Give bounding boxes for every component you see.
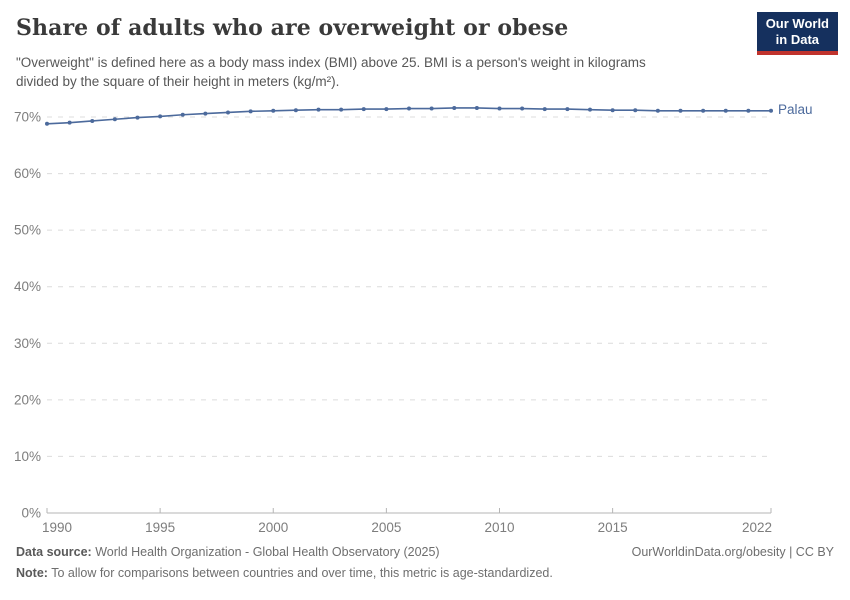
chart-footer: Data source: World Health Organization -…: [16, 542, 834, 584]
data-point[interactable]: [112, 117, 117, 122]
data-point[interactable]: [678, 108, 683, 113]
line-chart[interactable]: 0% 10% 20% 30% 40% 50% 60% 70% 1990 1995 2000 2005 2…: [0, 95, 850, 545]
data-point[interactable]: [158, 114, 163, 119]
attribution-text: OurWorldinData.org/obesity | CC BY: [631, 545, 834, 559]
data-point[interactable]: [542, 107, 547, 112]
note-label: Note:: [16, 566, 48, 580]
series-label-palau[interactable]: Palau: [778, 101, 813, 117]
data-point[interactable]: [45, 121, 49, 126]
data-point[interactable]: [271, 108, 276, 113]
x-tick-label: 1990: [42, 520, 72, 535]
data-point[interactable]: [407, 106, 411, 111]
data-point[interactable]: [384, 107, 389, 112]
y-tick-label: 10%: [14, 449, 41, 464]
chart-subtitle-line2: divided by the square of their height in…: [16, 74, 340, 89]
y-tick-label: 60%: [14, 166, 41, 181]
x-tick-label: 2022: [742, 520, 772, 535]
x-tick-label: 2000: [258, 520, 288, 535]
data-point[interactable]: [339, 107, 344, 112]
data-point[interactable]: [474, 105, 479, 110]
data-source-line: Data source: World Health Organization -…: [16, 542, 440, 563]
data-point[interactable]: [723, 108, 728, 113]
data-point[interactable]: [701, 108, 706, 113]
data-point[interactable]: [361, 107, 366, 112]
chart-subtitle-line1: "Overweight" is defined here as a body m…: [16, 55, 646, 70]
data-point[interactable]: [565, 107, 570, 112]
data-point[interactable]: [90, 118, 95, 123]
data-source-value: World Health Organization - Global Healt…: [95, 545, 440, 559]
data-point[interactable]: [633, 108, 638, 113]
owid-logo-line2: in Data: [775, 32, 820, 47]
data-point[interactable]: [429, 106, 434, 111]
y-tick-label: 0%: [21, 506, 41, 521]
data-point[interactable]: [67, 120, 72, 125]
data-point[interactable]: [135, 115, 140, 120]
y-tick-label: 20%: [14, 392, 41, 407]
data-point[interactable]: [203, 111, 208, 116]
chart-subtitle: "Overweight" is defined here as a body m…: [16, 53, 756, 91]
data-point[interactable]: [226, 110, 230, 115]
y-tick-label: 30%: [14, 336, 41, 351]
data-point[interactable]: [180, 112, 185, 117]
data-point[interactable]: [610, 108, 615, 113]
y-tick-label: 70%: [14, 110, 41, 125]
chart-canvas[interactable]: 0% 10% 20% 30% 40% 50% 60% 70% 1990 1995 2000 2005 2…: [0, 95, 850, 545]
data-point[interactable]: [746, 108, 751, 113]
data-point[interactable]: [452, 105, 457, 110]
note-value: To allow for comparisons between countri…: [51, 566, 553, 580]
y-tick-label: 50%: [14, 223, 41, 238]
x-tick-label: 2010: [484, 520, 514, 535]
owid-logo: Our World in Data: [756, 12, 838, 55]
page-title: Share of adults who are overweight or ob…: [16, 15, 569, 41]
x-tick-label: 2015: [598, 520, 628, 535]
data-point[interactable]: [520, 106, 525, 111]
data-source-label: Data source:: [16, 545, 92, 559]
data-point[interactable]: [588, 107, 592, 112]
owid-logo-line1: Our World: [765, 16, 829, 31]
data-point[interactable]: [293, 108, 298, 113]
x-tick-label: 1995: [145, 520, 175, 535]
y-tick-label: 40%: [14, 279, 41, 294]
data-point[interactable]: [248, 109, 253, 114]
data-point[interactable]: [497, 106, 502, 111]
data-point[interactable]: [316, 107, 321, 112]
x-tick-label: 2005: [371, 520, 401, 535]
data-point[interactable]: [655, 108, 660, 113]
data-point[interactable]: [769, 108, 773, 113]
